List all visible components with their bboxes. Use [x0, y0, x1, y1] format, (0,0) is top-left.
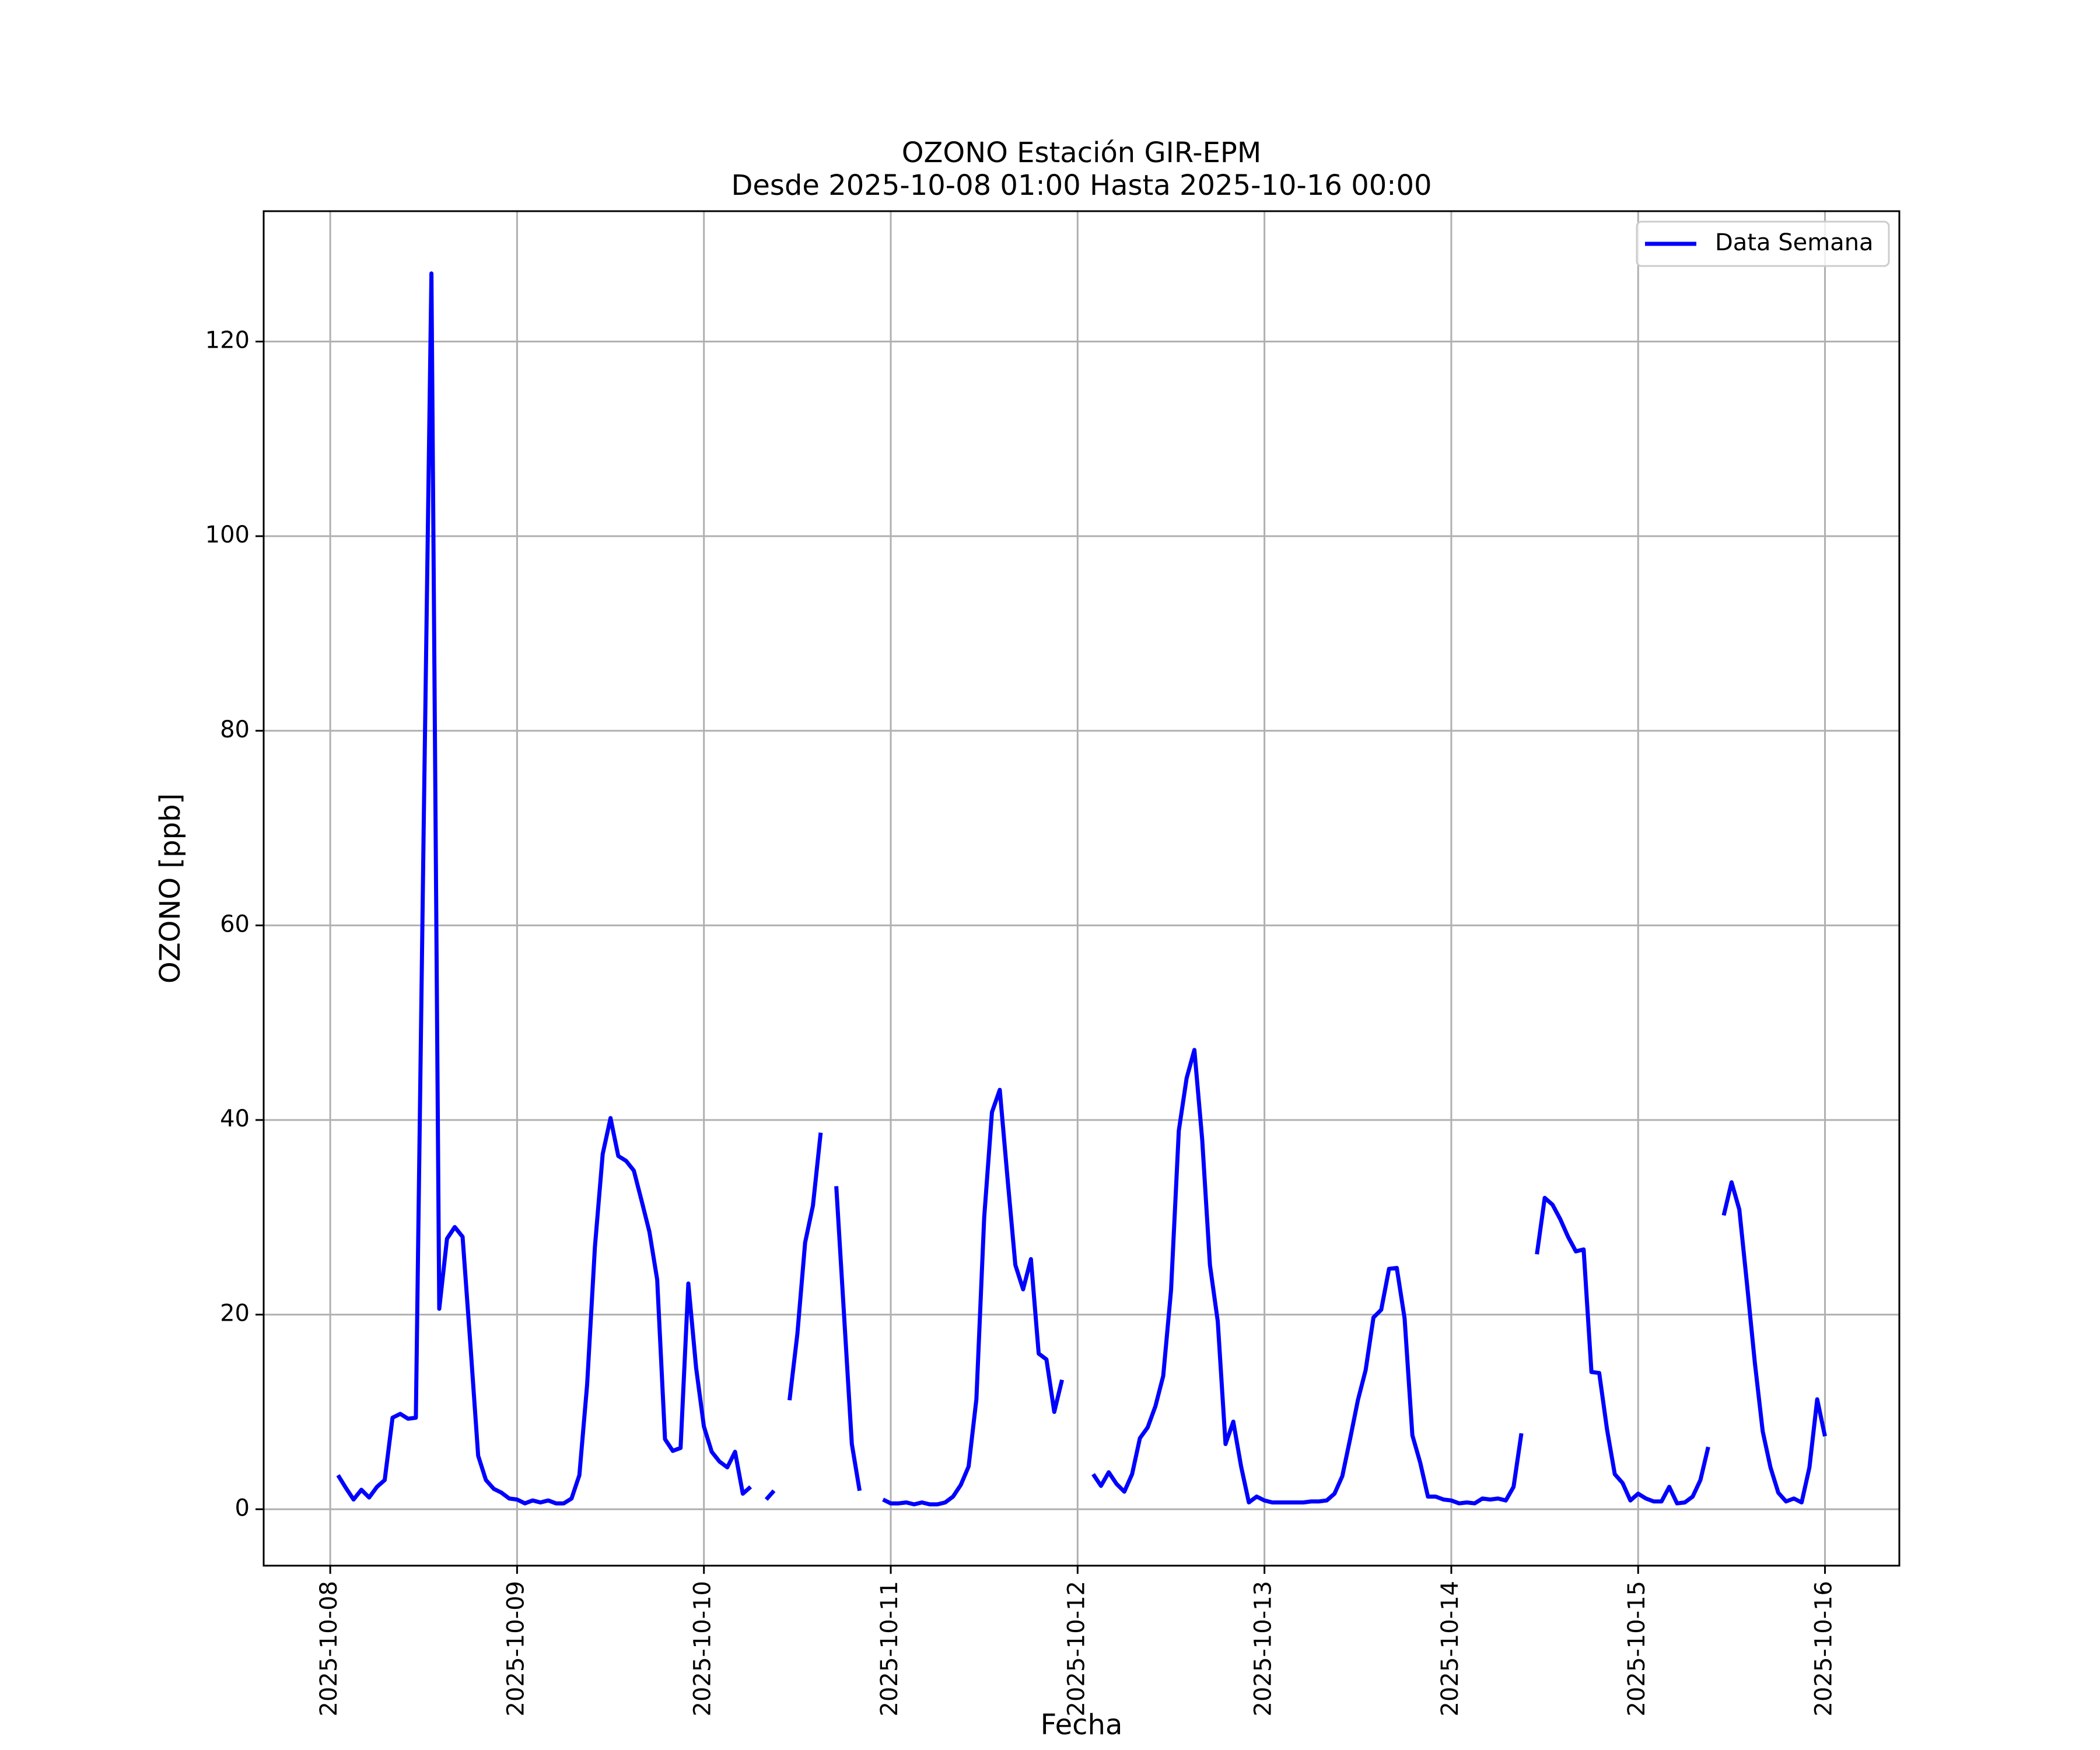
y-tick-label: 0 — [235, 1494, 250, 1521]
y-tick-label: 20 — [220, 1300, 250, 1327]
x-tick-label: 2025-10-10 — [690, 1581, 716, 1716]
data-line — [336, 271, 1827, 1507]
chart-title: OZONO Estación GIR-EPM — [902, 136, 1262, 169]
y-tick-label: 120 — [205, 327, 250, 354]
y-tick-label: 100 — [205, 522, 250, 548]
legend-label: Data Semana — [1715, 229, 1874, 256]
chart-subtitle: Desde 2025-10-08 01:00 Hasta 2025-10-16 … — [731, 169, 1432, 202]
x-tick-label: 2025-10-15 — [1623, 1581, 1650, 1716]
y-tick-label: 60 — [220, 911, 250, 937]
x-tick-label: 2025-10-12 — [1063, 1581, 1090, 1716]
x-tick-label: 2025-10-08 — [316, 1581, 342, 1716]
x-tick-label: 2025-10-14 — [1437, 1581, 1464, 1716]
x-tick-label: 2025-10-09 — [502, 1581, 529, 1716]
y-tick-label: 40 — [220, 1105, 250, 1132]
x-tick-label: 2025-10-11 — [876, 1581, 903, 1716]
x-tick-label: 2025-10-13 — [1250, 1581, 1277, 1716]
legend-box — [1636, 220, 1890, 267]
x-tick-label: 2025-10-16 — [1811, 1581, 1838, 1716]
plot-frame — [262, 210, 1901, 1567]
y-tick-label: 80 — [220, 716, 250, 743]
x-axis-label: Fecha — [1041, 1709, 1123, 1741]
y-axis-label: OZONO [ppb] — [154, 793, 187, 984]
